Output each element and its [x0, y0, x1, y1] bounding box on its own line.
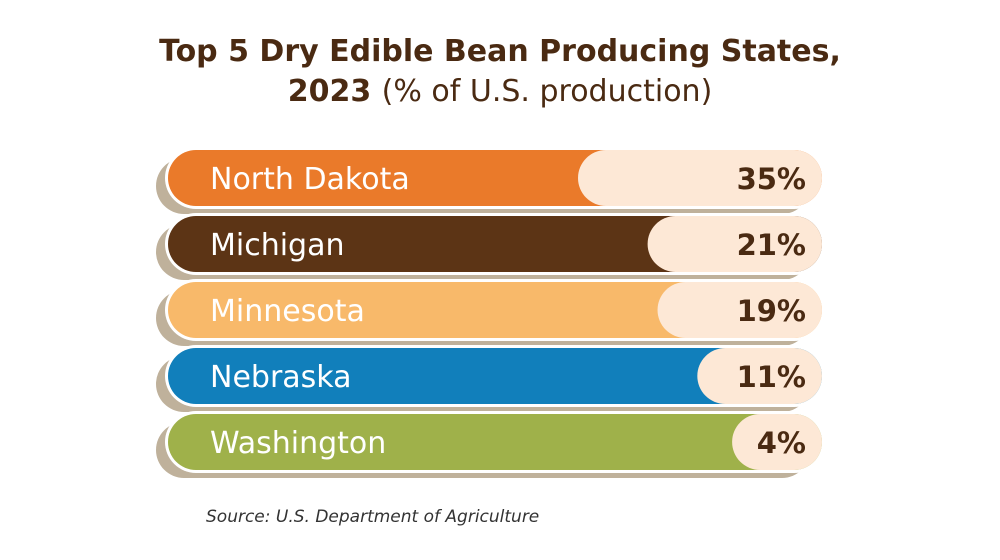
- bar: [168, 414, 822, 470]
- bar-row: Minnesota 19%: [156, 279, 825, 346]
- chart-title-year: 2023: [287, 74, 372, 109]
- bar: [168, 282, 822, 338]
- bar-value-label: 11%: [737, 360, 806, 394]
- bar-label: North Dakota: [210, 162, 410, 197]
- bar-value-label: 4%: [757, 426, 806, 460]
- source-note: Source: U.S. Department of Agriculture: [206, 507, 540, 527]
- chart-title: Top 5 Dry Edible Bean Producing States,: [159, 34, 841, 69]
- bar-value-region: [657, 282, 822, 338]
- bar-value-label: 19%: [737, 294, 806, 328]
- bar-value-region: [647, 216, 822, 272]
- bar-value-label: 21%: [737, 228, 806, 262]
- bar-row: Nebraska 11%: [156, 345, 825, 412]
- bar-value-region: [732, 414, 822, 470]
- bar-row: Michigan 21%: [156, 213, 825, 280]
- bar-value-label: 35%: [737, 162, 806, 196]
- bar-value-region: [697, 348, 822, 404]
- bar-label: Minnesota: [210, 294, 365, 329]
- chart-subtitle: 2023 (% of U.S. production): [0, 72, 1000, 112]
- bar-value-region: [578, 150, 822, 206]
- chart-title-unit: (% of U.S. production): [381, 74, 713, 109]
- bar-label: Washington: [210, 426, 386, 461]
- bar: [168, 348, 822, 404]
- bar-label: Michigan: [210, 228, 345, 263]
- bar-row: Washington 4%: [156, 411, 825, 478]
- bar-row: North Dakota 35%: [156, 147, 825, 214]
- bar-label: Nebraska: [210, 360, 352, 395]
